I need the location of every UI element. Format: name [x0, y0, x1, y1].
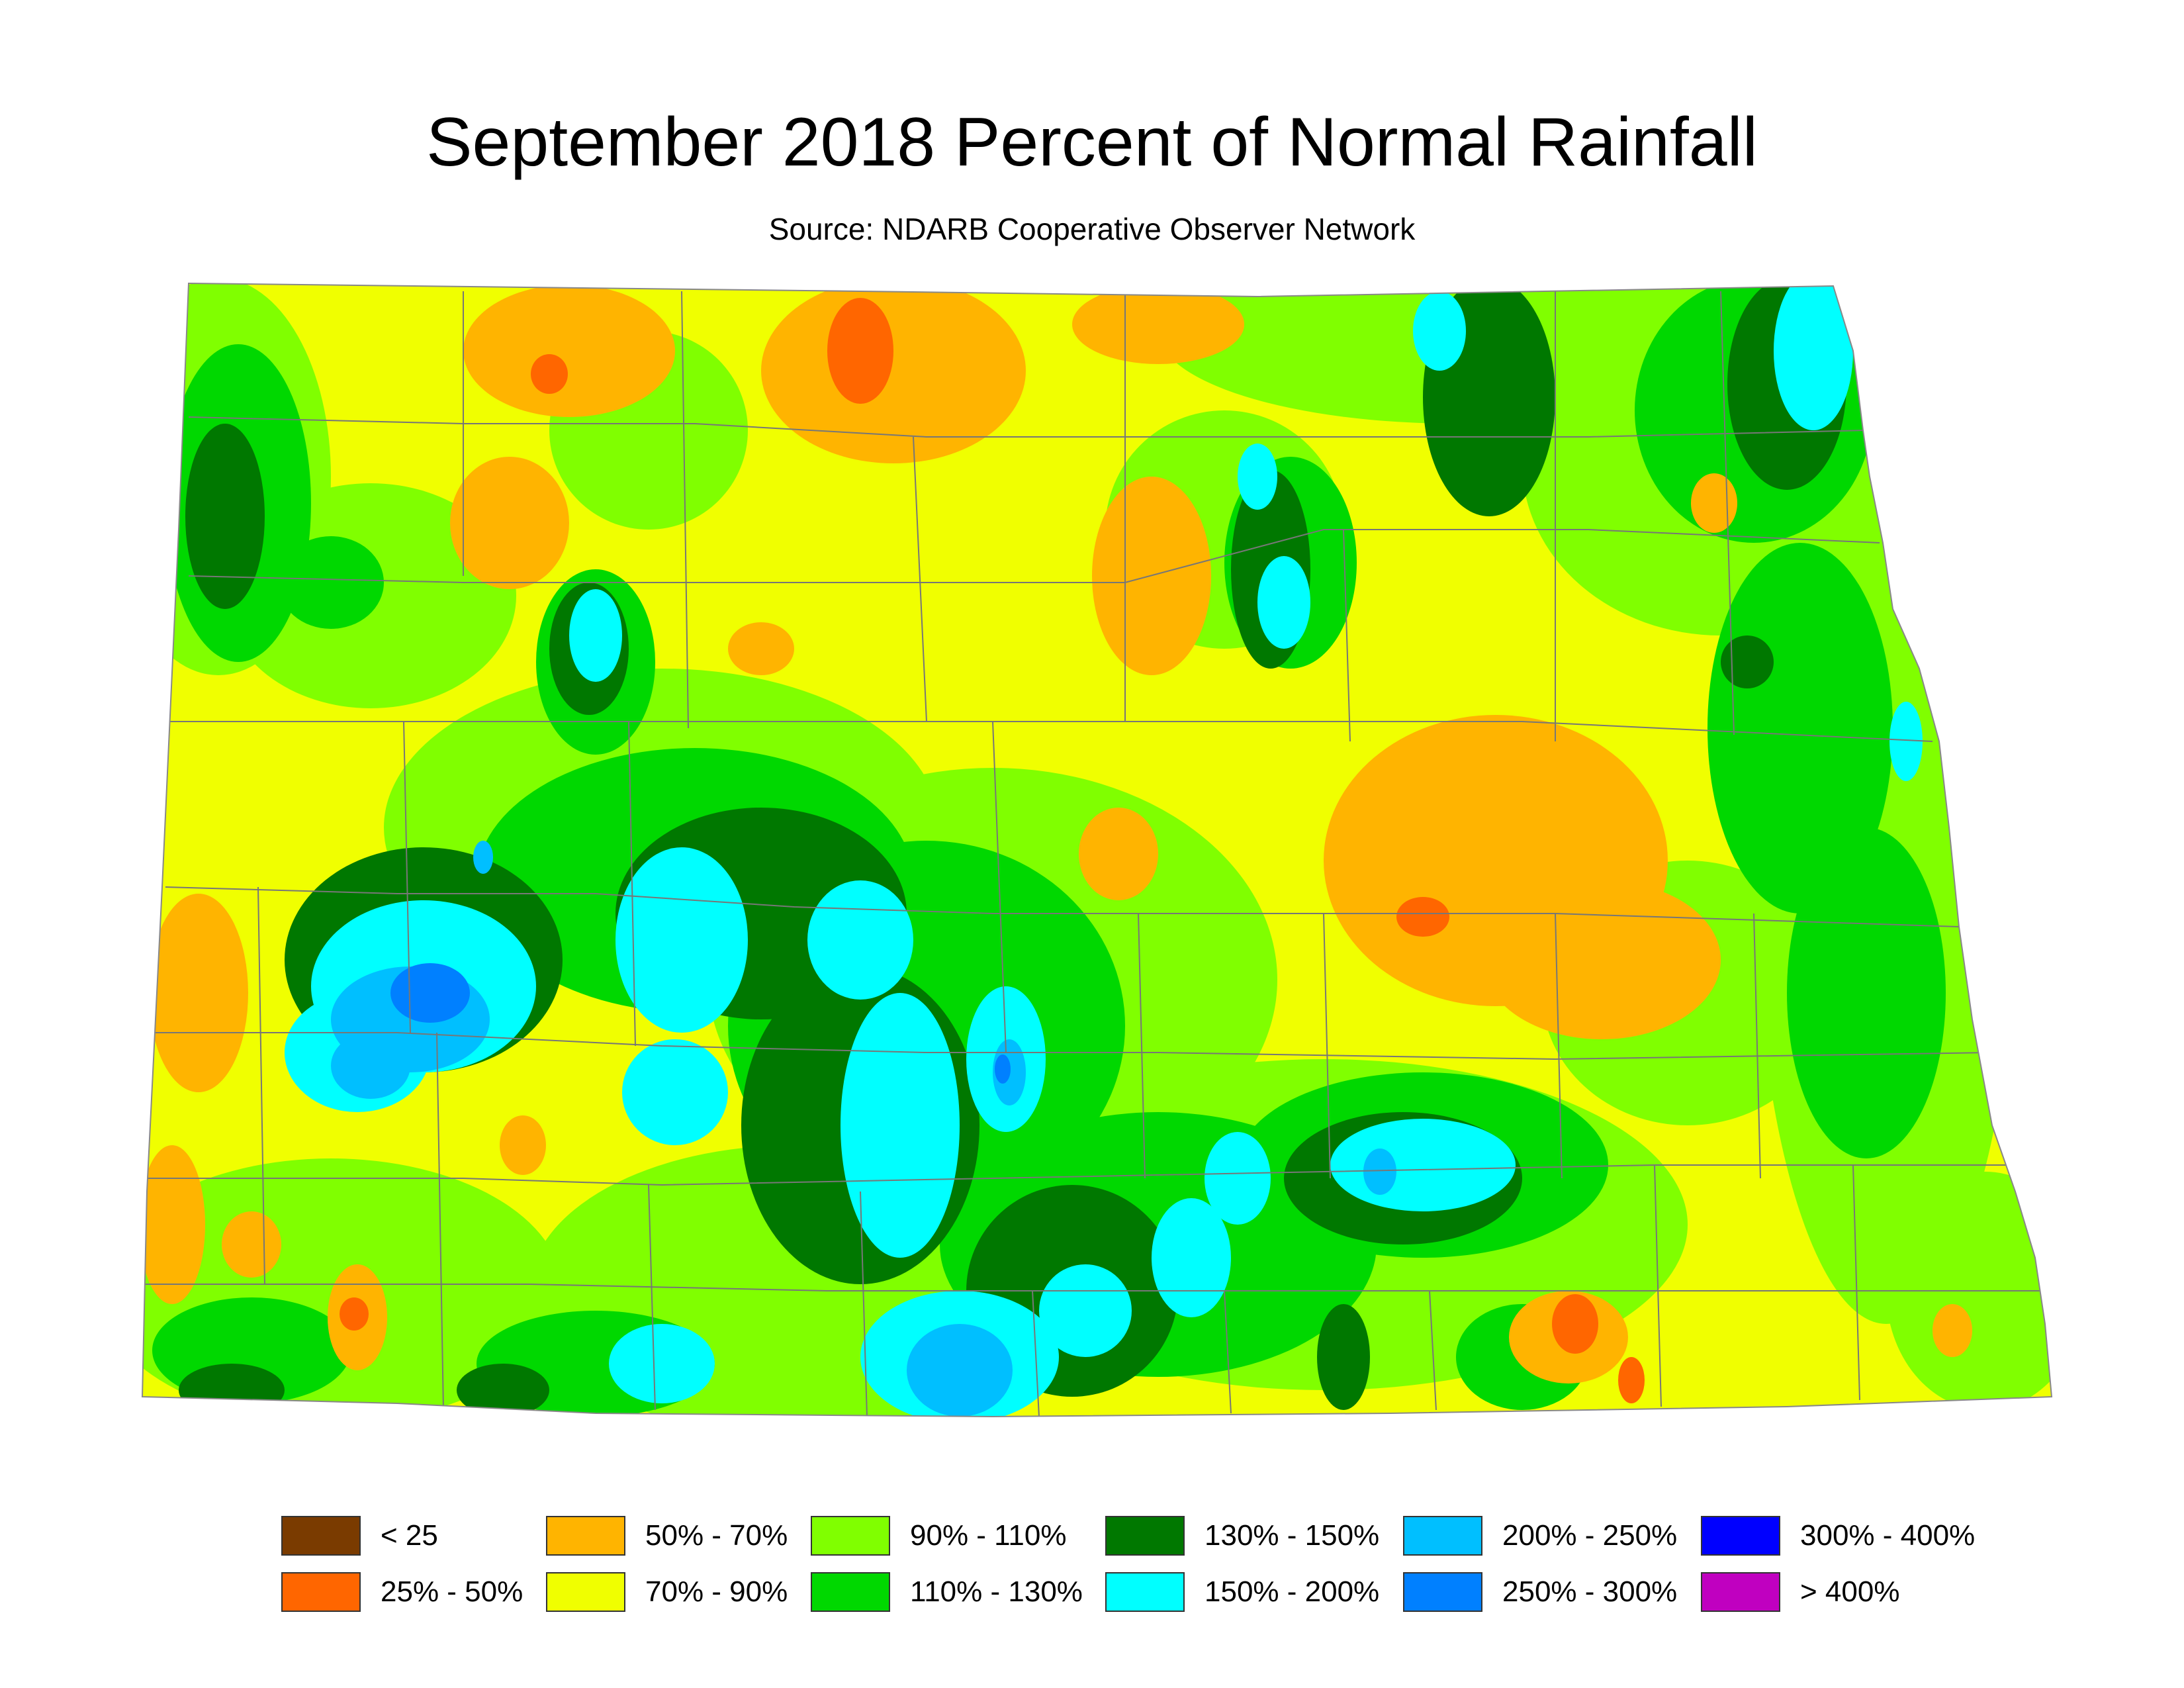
legend-swatch [281, 1516, 361, 1556]
legend-label: > 400% [1800, 1575, 1900, 1608]
state-outline [141, 282, 2053, 1418]
legend-label: 300% - 400% [1800, 1519, 1976, 1552]
legend-swatch [281, 1572, 361, 1612]
legend-swatch [1403, 1572, 1482, 1612]
legend-swatch [811, 1516, 890, 1556]
legend-label: 130% - 150% [1205, 1519, 1380, 1552]
legend-swatch [1403, 1516, 1482, 1556]
legend-label: < 25 [381, 1519, 438, 1552]
legend-label: 70% - 90% [645, 1575, 788, 1608]
legend-swatch [1105, 1516, 1185, 1556]
map-subtitle: Source: NDARB Cooperative Observer Netwo… [768, 212, 1416, 246]
legend-label: 150% - 200% [1205, 1575, 1380, 1608]
legend-label: 110% - 130% [910, 1575, 1083, 1608]
legend-swatch [546, 1516, 625, 1556]
rainfall-regions [142, 283, 2052, 1417]
legend-swatch [1701, 1516, 1780, 1556]
legend-swatch [811, 1572, 890, 1612]
legend-label: 50% - 70% [645, 1519, 788, 1552]
legend-label: 90% - 110% [910, 1519, 1067, 1552]
legend-swatch [1701, 1572, 1780, 1612]
legend-label: 200% - 250% [1502, 1519, 1678, 1552]
legend-label: 250% - 300% [1502, 1575, 1678, 1608]
legend-swatch [546, 1572, 625, 1612]
legend-label: 25% - 50% [381, 1575, 523, 1608]
legend-swatch [1105, 1572, 1185, 1612]
map-title: September 2018 Percent of Normal Rainfal… [426, 104, 1758, 181]
